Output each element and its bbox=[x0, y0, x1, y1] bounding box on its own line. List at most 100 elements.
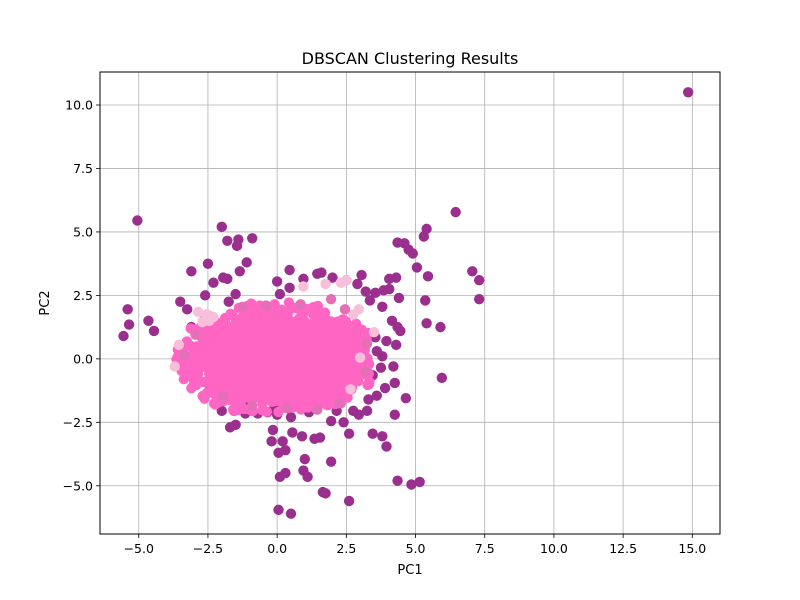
scatter-point bbox=[325, 293, 337, 305]
x-tick-label: 5.0 bbox=[406, 541, 426, 556]
scatter-point bbox=[281, 403, 293, 414]
scatter-point bbox=[337, 360, 349, 371]
y-tick-label: 7.5 bbox=[73, 161, 93, 176]
scatter-point bbox=[181, 304, 193, 315]
scatter-point bbox=[334, 398, 345, 409]
scatter-point bbox=[256, 404, 268, 416]
scatter-point bbox=[381, 441, 392, 452]
scatter-point bbox=[280, 445, 291, 456]
scatter-point bbox=[341, 368, 353, 380]
scatter-point bbox=[322, 354, 333, 366]
scatter-point bbox=[274, 288, 286, 300]
scatter-point bbox=[389, 377, 400, 389]
scatter-point bbox=[325, 456, 337, 467]
scatter-point bbox=[203, 378, 215, 389]
scatter-point bbox=[319, 370, 331, 381]
y-tick-label: 2.5 bbox=[73, 288, 93, 303]
scatter-point bbox=[208, 277, 219, 288]
scatter-point bbox=[379, 382, 391, 394]
scatter-point bbox=[361, 405, 373, 417]
scatter-point bbox=[393, 292, 405, 304]
y-tick-label: 5.0 bbox=[73, 224, 93, 239]
scatter-point bbox=[298, 273, 309, 285]
scatter-point bbox=[298, 465, 309, 476]
scatter-point bbox=[325, 415, 337, 427]
scatter-point bbox=[241, 257, 252, 268]
scatter-point bbox=[228, 405, 240, 417]
scatter-point bbox=[173, 339, 185, 351]
y-tick-label: 0.0 bbox=[73, 351, 93, 366]
scatter-point bbox=[277, 348, 288, 360]
scatter-point bbox=[329, 336, 341, 347]
scatter-point bbox=[390, 339, 402, 351]
scatter-point bbox=[360, 366, 371, 377]
scatter-point bbox=[122, 304, 133, 315]
scatter-point bbox=[231, 324, 242, 335]
scatter-point bbox=[223, 296, 234, 307]
scatter-point bbox=[237, 301, 248, 313]
scatter-point bbox=[218, 359, 229, 371]
scatter-point bbox=[201, 328, 212, 340]
scatter-point bbox=[367, 428, 378, 439]
scatter-point bbox=[247, 400, 258, 412]
scatter-point bbox=[216, 405, 227, 417]
scatter-point bbox=[260, 350, 271, 362]
scatter-point bbox=[421, 318, 432, 329]
scatter-point bbox=[345, 384, 356, 395]
scatter-point bbox=[364, 295, 376, 306]
x-tick-label: 12.5 bbox=[609, 541, 637, 556]
scatter-point bbox=[216, 221, 227, 233]
scatter-point bbox=[347, 342, 358, 353]
scatter-point bbox=[298, 281, 309, 292]
scatter-point bbox=[197, 390, 208, 402]
scatter-point bbox=[226, 340, 237, 351]
scatter-point bbox=[235, 380, 247, 392]
plot-frame bbox=[99, 71, 721, 535]
scatter-point bbox=[296, 431, 308, 442]
x-tick-label: 0.0 bbox=[267, 541, 287, 556]
scatter-point bbox=[406, 479, 417, 490]
scatter-point bbox=[250, 383, 262, 395]
scatter-point bbox=[312, 404, 323, 415]
scatter-point bbox=[247, 233, 258, 244]
scatter-point bbox=[327, 344, 338, 356]
scatter-point bbox=[473, 274, 485, 286]
scatter-point bbox=[277, 436, 288, 447]
scatter-point bbox=[118, 330, 129, 342]
scatter-point bbox=[297, 316, 308, 328]
scatter-point bbox=[290, 386, 301, 398]
scatter-point bbox=[231, 240, 243, 252]
scatter-point bbox=[240, 369, 251, 381]
x-tick-label: −5.0 bbox=[124, 541, 154, 556]
scatter-point bbox=[175, 296, 186, 307]
scatter-point bbox=[362, 379, 373, 391]
scatter-point bbox=[422, 271, 434, 282]
scatter-point bbox=[283, 314, 295, 326]
scatter-point bbox=[271, 276, 283, 287]
scatter-point bbox=[467, 266, 478, 277]
scatter-point bbox=[260, 300, 272, 311]
x-tick-label: 7.5 bbox=[475, 541, 495, 556]
scatter-point bbox=[266, 436, 277, 447]
scatter-point bbox=[265, 311, 277, 323]
scatter-point bbox=[196, 339, 207, 350]
scatter-point bbox=[252, 364, 264, 375]
scatter-point bbox=[207, 345, 219, 357]
y-tick-label: 10.0 bbox=[65, 98, 93, 113]
scatter-point bbox=[312, 313, 323, 324]
scatter-point bbox=[682, 87, 694, 98]
scatter-point bbox=[202, 258, 214, 269]
scatter-point bbox=[285, 412, 297, 423]
scatter-point bbox=[289, 367, 301, 379]
x-axis-label: PC1 bbox=[397, 563, 422, 578]
scatter-point bbox=[309, 321, 320, 333]
scatter-point bbox=[411, 262, 423, 273]
scatter-point bbox=[204, 315, 215, 326]
scatter-point bbox=[190, 329, 201, 340]
scatter-point bbox=[400, 392, 412, 404]
scatter-point bbox=[338, 417, 349, 428]
y-axis-label: PC2 bbox=[38, 290, 53, 315]
scatter-point bbox=[361, 338, 373, 349]
scatter-point bbox=[193, 376, 205, 387]
scatter-point bbox=[368, 326, 380, 338]
